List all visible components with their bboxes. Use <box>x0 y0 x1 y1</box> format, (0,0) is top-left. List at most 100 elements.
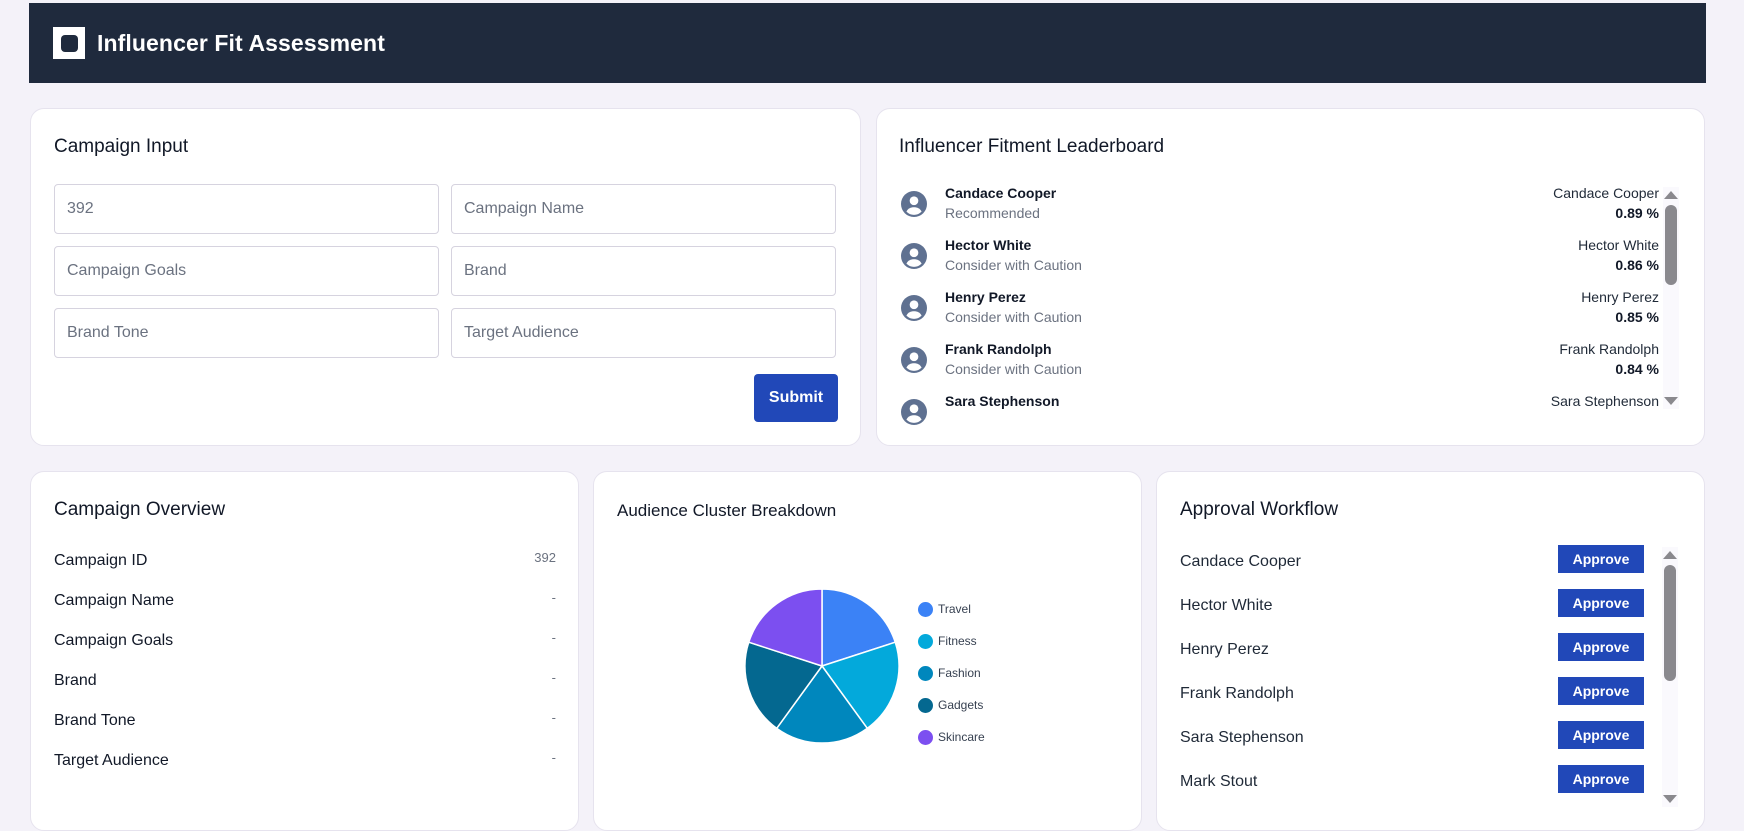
influencer-name-right: Hector White <box>1578 237 1659 253</box>
fit-score: 0.89 % <box>1615 205 1659 221</box>
pie-slice-fashion[interactable] <box>775 664 869 744</box>
audience-pie-chart <box>744 588 900 744</box>
campaign-goals-input[interactable] <box>54 246 439 296</box>
scroll-down-arrow-icon[interactable] <box>1663 795 1677 803</box>
scroll-down-arrow-icon[interactable] <box>1664 397 1678 405</box>
legend-color-dot <box>918 633 933 649</box>
legend-label: Fashion <box>938 666 981 680</box>
legend-label: Travel <box>938 602 971 616</box>
leaderboard-row: Frank Randolph Consider with Caution Fra… <box>899 341 1659 393</box>
pie-legend: Travel Fitness Fashion Gadgets Skincare <box>918 593 985 753</box>
overview-value: - <box>551 590 556 605</box>
target-audience-input[interactable] <box>451 308 836 358</box>
brand-input[interactable] <box>451 246 836 296</box>
leaderboard-list: Candace Cooper Recommended Candace Coope… <box>899 185 1659 425</box>
approval-influencer-name: Frank Randolph <box>1180 685 1294 702</box>
pie-slice-gadgets[interactable] <box>744 641 824 730</box>
overview-value: - <box>551 750 556 765</box>
legend-color-dot <box>918 601 933 617</box>
approval-workflow-card: Approval Workflow Candace Cooper Approve… <box>1156 471 1705 831</box>
campaign-id-input[interactable] <box>54 184 439 234</box>
influencer-name-right: Frank Randolph <box>1559 341 1659 357</box>
overview-value: - <box>551 670 556 685</box>
approval-row: Hector White Approve <box>1180 589 1644 633</box>
fit-score: 0.84 % <box>1615 361 1659 377</box>
user-avatar-icon <box>901 295 927 321</box>
legend-item-gadgets[interactable]: Gadgets <box>918 689 985 721</box>
user-avatar-icon <box>901 243 927 269</box>
influencer-name-right: Candace Cooper <box>1553 185 1659 201</box>
scrollbar-thumb[interactable] <box>1664 565 1676 681</box>
audience-cluster-card: Audience Cluster Breakdown Travel Fitness… <box>593 471 1142 831</box>
approve-button[interactable]: Approve <box>1558 633 1644 661</box>
pie-slice-skincare[interactable] <box>747 588 823 668</box>
legend-item-travel[interactable]: Travel <box>918 593 985 625</box>
approve-button[interactable]: Approve <box>1558 589 1644 617</box>
overview-label: Brand <box>54 672 97 689</box>
leaderboard-scrollbar[interactable] <box>1663 187 1679 409</box>
approval-list: Candace Cooper Approve Hector White Appr… <box>1180 545 1644 815</box>
legend-color-dot <box>918 729 933 745</box>
app-title: Influencer Fit Assessment <box>97 29 385 56</box>
approve-button[interactable]: Approve <box>1558 721 1644 749</box>
scrollbar-thumb[interactable] <box>1665 205 1677 285</box>
fit-score: 0.86 % <box>1615 257 1659 273</box>
approval-row: Sara Stephenson Approve <box>1180 721 1644 765</box>
approval-row: Henry Perez Approve <box>1180 633 1644 677</box>
leaderboard-card: Influencer Fitment Leaderboard Candace C… <box>876 108 1705 446</box>
overview-row: Brand - <box>54 670 556 696</box>
approval-workflow-title: Approval Workflow <box>1180 499 1339 520</box>
influencer-status: Consider with Caution <box>945 309 1082 325</box>
overview-value: - <box>551 630 556 645</box>
approval-scrollbar[interactable] <box>1662 547 1678 807</box>
overview-label: Campaign Name <box>54 592 175 609</box>
overview-label: Campaign Goals <box>54 632 174 649</box>
influencer-name: Candace Cooper <box>945 185 1057 201</box>
approval-row: Mark Stout Approve <box>1180 765 1644 809</box>
user-avatar-icon <box>901 347 927 373</box>
influencer-status: Recommended <box>945 205 1040 221</box>
influencer-name-right: Henry Perez <box>1581 289 1659 305</box>
influencer-name-right: Sara Stephenson <box>1550 393 1659 409</box>
influencer-name: Sara Stephenson <box>945 393 1060 409</box>
leaderboard-row: Henry Perez Consider with Caution Henry … <box>899 289 1659 341</box>
leaderboard-row: Candace Cooper Recommended Candace Coope… <box>899 185 1659 237</box>
pie-slice-travel[interactable] <box>821 588 897 668</box>
approve-button[interactable]: Approve <box>1558 545 1644 573</box>
campaign-input-card: Campaign Input Submit <box>30 108 861 446</box>
overview-row: Campaign ID 392 <box>54 550 556 576</box>
influencer-name: Hector White <box>945 237 1032 253</box>
influencer-name: Henry Perez <box>945 289 1026 305</box>
overview-label: Campaign ID <box>54 552 148 569</box>
campaign-overview-title: Campaign Overview <box>54 499 226 520</box>
overview-row: Brand Tone - <box>54 710 556 736</box>
scroll-up-arrow-icon[interactable] <box>1663 551 1677 559</box>
pie-slice-fitness[interactable] <box>820 641 900 730</box>
scroll-up-arrow-icon[interactable] <box>1664 191 1678 199</box>
influencer-name: Frank Randolph <box>945 341 1052 357</box>
legend-item-fashion[interactable]: Fashion <box>918 657 985 689</box>
user-avatar-icon <box>901 399 927 425</box>
overview-row: Target Audience - <box>54 750 556 776</box>
leaderboard-row: Sara Stephenson Sara Stephenson <box>899 393 1659 425</box>
approval-influencer-name: Henry Perez <box>1180 641 1269 658</box>
legend-item-fitness[interactable]: Fitness <box>918 625 985 657</box>
campaign-name-input[interactable] <box>451 184 836 234</box>
legend-item-skincare[interactable]: Skincare <box>918 721 985 753</box>
brand-tone-input[interactable] <box>54 308 439 358</box>
leaderboard-title: Influencer Fitment Leaderboard <box>899 136 1165 157</box>
influencer-status: Consider with Caution <box>945 361 1082 377</box>
approve-button[interactable]: Approve <box>1558 765 1644 793</box>
overview-label: Brand Tone <box>54 712 136 729</box>
approve-button[interactable]: Approve <box>1558 677 1644 705</box>
square-logo-icon <box>53 27 85 59</box>
legend-label: Skincare <box>938 730 985 744</box>
app-header: Influencer Fit Assessment <box>29 3 1706 83</box>
overview-label: Target Audience <box>54 752 169 769</box>
approval-influencer-name: Mark Stout <box>1180 773 1258 790</box>
approval-influencer-name: Candace Cooper <box>1180 553 1301 570</box>
overview-value: - <box>551 710 556 725</box>
submit-button[interactable]: Submit <box>754 374 838 422</box>
legend-color-dot <box>918 697 933 713</box>
legend-color-dot <box>918 665 933 681</box>
